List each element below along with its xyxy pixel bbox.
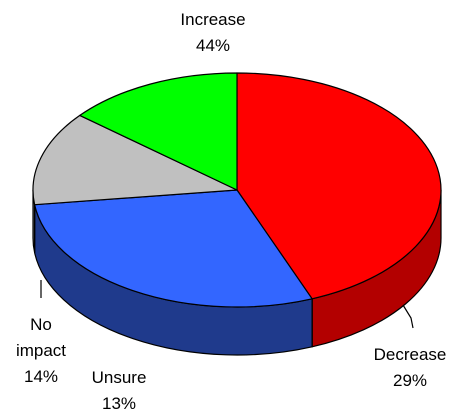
slice-label-line: Unsure	[92, 368, 147, 387]
slice-label-increase: Increase 44%	[180, 10, 245, 55]
slice-label-line: 44%	[196, 36, 230, 55]
slice-label-line: 29%	[393, 371, 427, 390]
pie-slice-unsure	[32, 114, 238, 206]
pie-slice-decrease	[34, 189, 313, 308]
pie-slice-no	[79, 72, 238, 191]
slice-label-line: 13%	[102, 394, 136, 412]
slice-label-line: Increase	[180, 10, 245, 29]
slice-label-no: No impact 14%	[16, 315, 66, 386]
pie-top	[32, 72, 442, 308]
slice-label-line: impact	[16, 341, 66, 360]
slice-label-unsure: Unsure 13%	[92, 368, 147, 412]
leader-line-decrease	[402, 304, 414, 329]
slice-label-line: Decrease	[374, 345, 447, 364]
slice-label-line: No	[30, 315, 52, 334]
pie-slice-increase	[236, 72, 442, 300]
slice-label-line: 14%	[24, 367, 58, 386]
slice-label-decrease: Decrease 29%	[374, 345, 447, 390]
